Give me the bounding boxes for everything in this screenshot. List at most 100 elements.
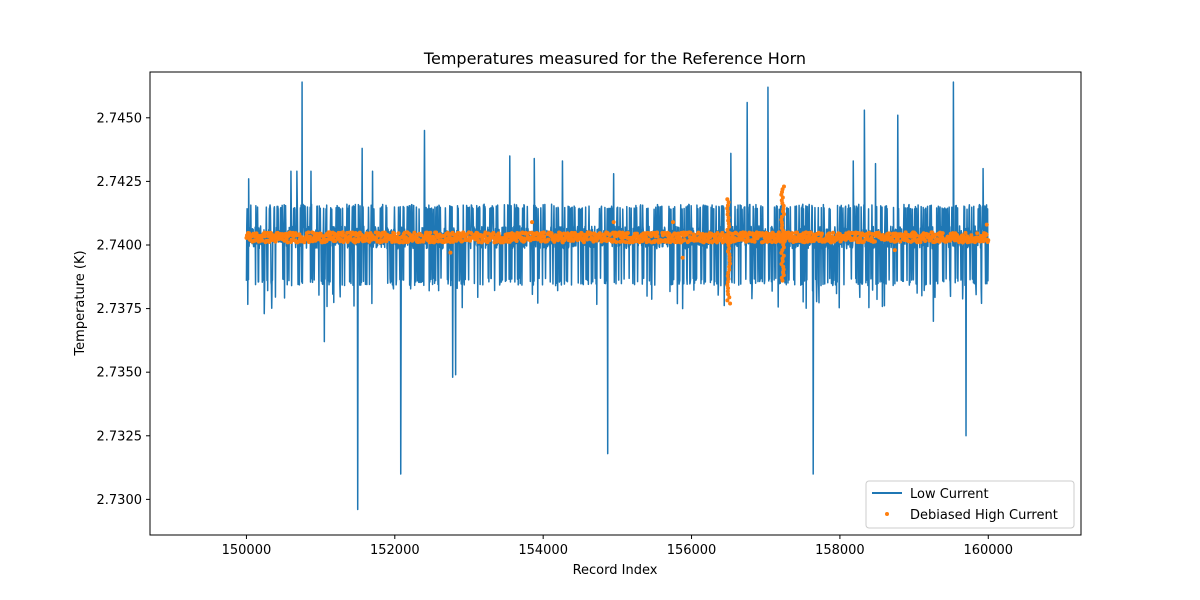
high-current-point: [969, 233, 974, 238]
high-current-point: [491, 230, 496, 235]
low-current-line: [245, 81, 990, 511]
high-current-point: [827, 231, 832, 236]
high-current-excursion-point: [725, 240, 730, 245]
high-current-excursion-point: [725, 203, 730, 208]
high-current-point: [655, 234, 660, 239]
high-current-point: [469, 230, 474, 235]
high-current-point: [306, 230, 311, 235]
high-current-point: [918, 240, 923, 245]
high-current-point: [887, 231, 892, 236]
high-current-point: [340, 230, 345, 235]
high-current-point: [940, 231, 945, 236]
high-current-point: [930, 230, 935, 235]
high-current-excursion-point: [725, 227, 730, 232]
chart-title: Temperatures measured for the Reference …: [423, 49, 806, 68]
legend-label-low-current: Low Current: [910, 487, 989, 502]
high-current-outlier-point: [680, 255, 685, 260]
high-current-point: [929, 237, 934, 242]
y-tick-label: 2.7350: [97, 366, 143, 381]
high-current-excursion-point: [725, 280, 730, 285]
y-axis: 2.7300 2.7325 2.7350 2.7375 2.7400 2.7425 2.74…: [97, 111, 150, 508]
high-current-point: [522, 238, 527, 243]
high-current-point: [923, 239, 928, 244]
x-tick-label: 150000: [222, 543, 272, 558]
high-current-excursion-point: [727, 267, 732, 272]
high-current-point: [614, 240, 619, 245]
high-current-point: [549, 231, 554, 236]
high-current-point: [831, 230, 836, 235]
x-tick-label: 156000: [667, 543, 717, 558]
legend: Low Current Debiased High Current: [865, 480, 1075, 529]
high-current-excursion-point: [726, 292, 731, 297]
high-current-point: [772, 232, 777, 237]
high-current-excursion-point: [726, 234, 731, 239]
series-low-current: [245, 81, 990, 511]
legend-scatter-swatch: [885, 512, 889, 516]
high-current-point: [819, 231, 824, 236]
high-current-point: [688, 230, 693, 235]
high-current-point: [776, 230, 781, 235]
high-current-excursion-point: [727, 295, 732, 300]
high-current-excursion-point: [727, 252, 732, 257]
high-current-point: [260, 238, 265, 243]
plot-area: [244, 81, 991, 511]
y-tick-label: 2.7300: [97, 493, 143, 508]
high-current-excursion-point: [725, 283, 730, 288]
high-current-excursion-point: [726, 218, 731, 223]
high-current-excursion-point: [725, 273, 730, 278]
high-current-point: [302, 240, 307, 245]
high-current-point: [546, 237, 551, 242]
high-current-excursion-point: [726, 286, 731, 291]
high-current-point: [790, 231, 795, 236]
high-current-point: [898, 239, 903, 244]
y-tick-label: 2.7425: [97, 175, 143, 190]
x-tick-label: 160000: [963, 543, 1013, 558]
high-current-excursion-point: [727, 224, 732, 229]
high-current-excursion-point: [725, 209, 730, 214]
high-current-outlier-point: [530, 220, 535, 225]
high-current-outlier-point: [670, 220, 675, 225]
high-current-point: [569, 233, 574, 238]
high-current-point: [984, 232, 989, 237]
high-current-excursion-point: [725, 212, 730, 217]
high-current-excursion-point: [725, 289, 730, 294]
high-current-excursion-point: [727, 246, 732, 251]
high-current-point: [425, 230, 430, 235]
high-current-excursion-point: [726, 243, 731, 248]
high-current-point: [396, 231, 401, 236]
high-current-excursion-point: [781, 184, 786, 189]
high-current-point: [379, 234, 384, 239]
high-current-point: [623, 240, 628, 245]
high-current-point: [262, 234, 267, 239]
high-current-excursion-point: [725, 206, 730, 211]
high-current-point: [384, 239, 389, 244]
x-tick-label: 152000: [370, 543, 420, 558]
high-current-point: [625, 230, 630, 235]
high-current-point: [787, 232, 792, 237]
high-current-point: [872, 239, 877, 244]
high-current-excursion-point: [781, 253, 786, 258]
high-current-point: [514, 238, 519, 243]
high-current-point: [285, 240, 290, 245]
high-current-excursion-point: [726, 215, 731, 220]
high-current-point: [542, 234, 547, 239]
high-current-point: [963, 230, 968, 235]
high-current-excursion-point: [727, 264, 732, 269]
high-current-point: [743, 230, 748, 235]
high-current-excursion-point: [725, 298, 730, 303]
high-current-point: [662, 230, 667, 235]
x-tick-label: 154000: [518, 543, 568, 558]
high-current-point: [524, 231, 529, 236]
high-current-point: [752, 239, 757, 244]
high-current-point: [682, 238, 687, 243]
high-current-point: [445, 239, 450, 244]
high-current-excursion-point: [726, 237, 731, 242]
y-axis-label: Temperature (K): [73, 250, 88, 356]
high-current-point: [476, 240, 481, 245]
high-current-excursion-point: [779, 275, 784, 280]
x-axis-label: Record Index: [573, 563, 658, 578]
high-current-point: [975, 231, 980, 236]
high-current-excursion-point: [779, 214, 784, 219]
legend-frame: [865, 480, 1075, 529]
